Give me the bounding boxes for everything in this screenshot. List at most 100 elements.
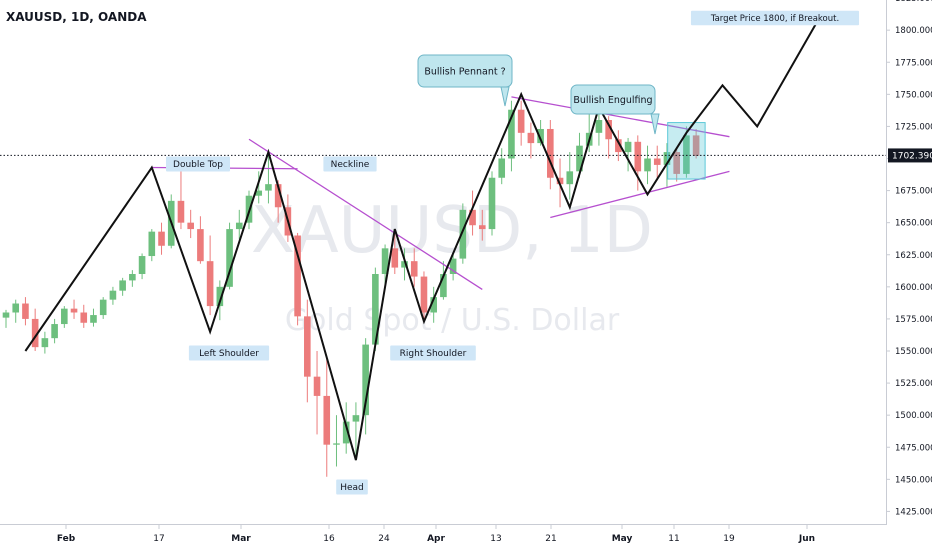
candle-body [158,231,165,246]
time-tick-label: 11 [668,534,679,544]
label-left-shoulder: Left Shoulder [188,345,270,361]
candle [683,126,690,178]
annotation-labels: Double Top Neckline Left Shoulder Head Right… [166,10,860,495]
candle [692,128,700,159]
candle [517,100,525,146]
candle [265,153,272,204]
label-head-text: Head [340,483,364,493]
candle-body [430,297,437,313]
candle [138,253,146,280]
candle-body [80,312,88,323]
candle-body [51,324,58,339]
candle-body [644,158,651,172]
candle-body [148,231,156,257]
candle [362,338,369,435]
callout-bullish-pennant-pointer [500,86,510,107]
label-double-top-bg [166,156,230,172]
candle-body [41,338,49,348]
candle-body [129,274,136,281]
price-tick-label: 1525.000 [895,379,932,389]
candle-body [304,316,311,377]
time-tick-label: 13 [490,534,501,544]
candle-body [624,141,632,153]
candle [420,271,428,319]
candle-body [488,177,496,230]
candle [129,270,136,287]
candle-body [197,229,204,262]
candle [90,308,97,327]
candle-body [401,261,408,268]
time-tick-label: 24 [378,534,390,544]
candle [12,299,20,323]
price-tick-label: 1450.000 [895,475,932,485]
label-double-top: Double Top [166,156,230,172]
candle-body [138,256,146,274]
candle-body [459,209,467,259]
candle [372,267,379,351]
candle-body [478,225,486,230]
candle-body [61,308,68,325]
current-price-label: 1702.390 [892,151,932,161]
candle-body [90,315,97,323]
candle [226,222,233,290]
candle [634,135,642,191]
label-left-shoulder-bg [188,345,270,361]
price-tick-label: 1750.000 [895,90,932,100]
candle [235,209,243,240]
candle [488,171,496,236]
label-right-shoulder-text: Right Shoulder [400,349,467,359]
candle-body [206,261,214,307]
candle-body [653,158,661,165]
candle [527,122,535,159]
candle [469,190,476,236]
candle-body [70,308,78,313]
label-target-text: Target Price 1800, if Breakout. [710,14,839,24]
candle [41,331,49,354]
label-double-top-text: Double Top [173,160,223,170]
drawings [24,16,821,461]
price-tick-label: 1825.000 [895,0,932,4]
price-tick-label: 1800.000 [895,26,932,36]
candle [352,402,360,461]
price-tick-label: 1725.000 [895,122,932,132]
price-tick-label: 1650.000 [895,219,932,229]
candle [547,120,554,190]
candle-body [342,421,350,444]
time-tick-label: Feb [57,534,76,544]
callout-bullish-engulfing-text: Bullish Engulfing [573,95,652,106]
candle-body [381,248,389,274]
candle [566,152,574,200]
price-tick-label: 1550.000 [895,347,932,357]
callout-bullish-engulfing-pointer [650,113,660,135]
candle [313,351,321,435]
candle [576,132,583,178]
candle-body [274,184,282,208]
callout-bullish-pennant: Bullish Pennant ? [417,54,513,107]
time-tick-label: Mar [231,534,251,544]
pennant-upper-line [511,96,730,138]
candle [148,229,156,262]
candle-body [323,395,331,445]
watermark-description: Gold Spot / U.S. Dollar [285,303,620,338]
candle-body [683,135,690,174]
candle [440,261,447,300]
candle-body [410,261,418,277]
candle [31,308,39,351]
candle-body [216,286,224,307]
label-target: Target Price 1800, if Breakout. [690,10,860,26]
candle-body [556,177,564,185]
candle-body [537,128,544,144]
price-tick-label: 1600.000 [895,283,932,293]
time-axis[interactable]: Feb 17 Mar 16 24 Apr 13 21 May 11 19 Jun [57,525,815,544]
label-neckline-bg [323,156,377,172]
candle-body [615,139,622,153]
candle-body [673,152,680,174]
candle [22,297,29,326]
candle [478,209,486,241]
candle [391,229,399,274]
pattern-zigzag [24,16,821,461]
price-tick-label: 1425.000 [895,507,932,517]
current-price-tag: 1702.390 [888,148,932,163]
candle [177,171,185,230]
